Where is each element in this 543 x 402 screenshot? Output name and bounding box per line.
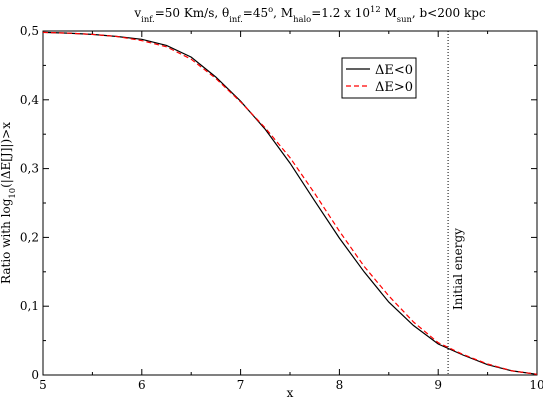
series-line-de-positive (42, 31, 538, 375)
chart-title: vinf.=50 Km/s, θinf.=45o, Mhalo=1.2 x 10… (133, 4, 486, 24)
legend: ΔE<0 ΔE>0 (341, 57, 417, 99)
x-tick-label: 5 (39, 378, 47, 392)
y-tick-label: 0,3 (20, 162, 39, 176)
y-tick-label: 0,1 (20, 299, 39, 313)
y-axis-ticks: 0 0,1 0,2 0,3 0,4 0,5 (20, 24, 537, 382)
x-axis-ticks: 5 6 7 8 9 10 (39, 31, 543, 392)
x-tick-label: 9 (434, 378, 442, 392)
plot-border (42, 30, 538, 376)
x-tick-label: 7 (237, 378, 245, 392)
y-tick-label: 0 (31, 368, 39, 382)
x-tick-label: 10 (529, 378, 543, 392)
y-axis-label: Ratio with log10(|ΔE[J]|)>x (0, 122, 17, 284)
x-tick-label: 8 (336, 378, 344, 392)
legend-label: ΔE>0 (375, 80, 413, 95)
plot-frame (42, 30, 538, 376)
series-layer (42, 31, 538, 375)
series-line-de-negative (42, 31, 538, 375)
initial-energy-label: Initial energy (451, 228, 465, 310)
y-tick-label: 0,4 (20, 93, 39, 107)
x-axis-label: x (287, 386, 294, 400)
legend-box (341, 57, 417, 99)
legend-label: ΔE<0 (375, 63, 413, 78)
x-tick-label: 6 (138, 378, 146, 392)
annotation-layer: Initial energy (447, 31, 465, 375)
y-tick-label: 0,5 (20, 24, 39, 38)
y-tick-label: 0,2 (20, 230, 39, 244)
